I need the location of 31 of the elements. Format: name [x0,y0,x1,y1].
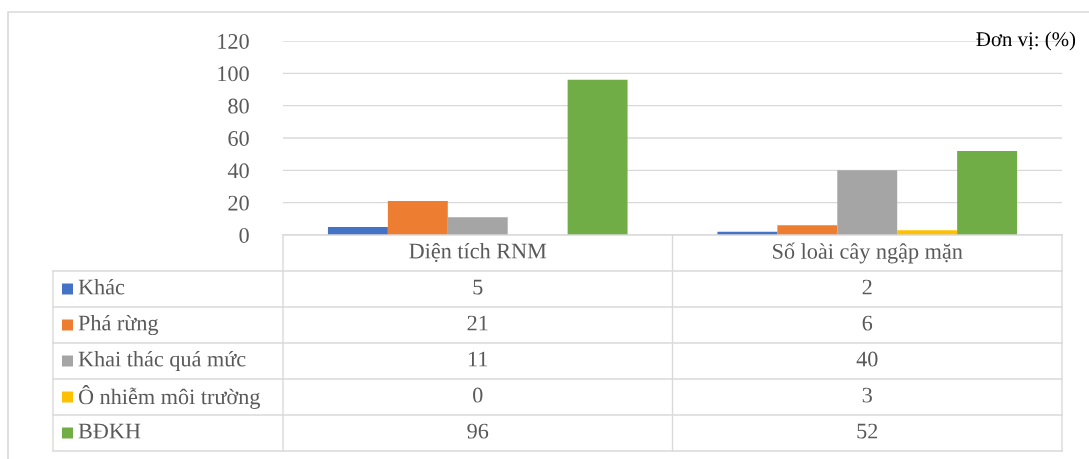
x-tick-label: Diện tích RNM [409,242,547,263]
legend-label: Khai thác quá mức [78,350,246,372]
bar [387,201,448,235]
legend-label: Ô nhiễm môi trường [78,385,260,409]
data-label: 0 [473,387,483,403]
data-label: 96 [467,423,489,439]
y-tick-label: 60 [228,130,249,146]
y-tick-label: 40 [227,163,249,179]
y-tick-label: 80 [228,98,249,114]
y-tick-label: 100 [218,66,249,82]
legend-label: BĐKH [78,423,141,439]
data-label: 2 [862,279,872,295]
data-label: 3 [862,387,872,403]
bar [957,150,1018,235]
data-label: 11 [469,351,488,367]
data-label: 52 [857,423,878,439]
bar [777,225,838,235]
x-tick-label: Số loài cây ngập mặn [773,242,963,264]
data-label: 40 [856,351,878,367]
y-tick-label: 20 [228,195,249,211]
data-label: 21 [467,315,488,331]
bar [567,79,628,235]
bar [447,217,508,235]
bar [837,170,898,235]
data-label: 6 [862,315,873,331]
y-tick-label: 120 [218,33,249,49]
y-tick-label: 0 [239,227,249,243]
legend-label: Khác [78,278,125,295]
annotation: Đơn vị: (%) [976,31,1076,51]
legend-label: Phá rừng [78,314,159,336]
data-label: 5 [473,279,483,295]
